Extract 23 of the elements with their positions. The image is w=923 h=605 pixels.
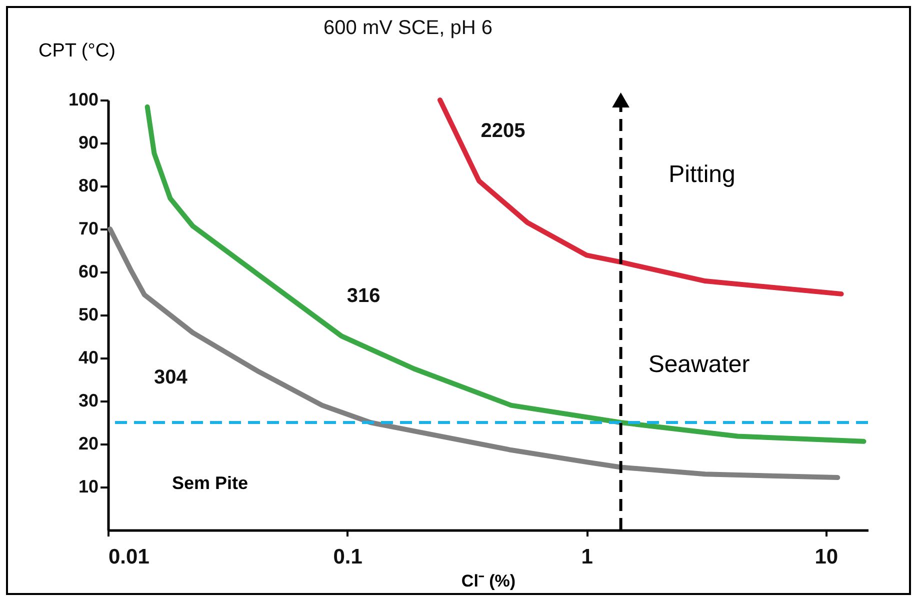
- chart-title: 600 mV SCE, pH 6: [324, 17, 492, 39]
- x-tick-label: 10: [814, 546, 838, 568]
- y-axis-title: CPT (°C): [38, 40, 116, 62]
- y-tick-label: 50: [78, 304, 98, 324]
- y-tick-label: 20: [78, 434, 98, 454]
- x-axis-title: Cl⁻ (%): [461, 572, 516, 590]
- y-tick-label: 80: [78, 176, 98, 196]
- series-label: 316: [346, 285, 380, 308]
- series-label: 304: [154, 366, 188, 389]
- x-tick-label: 0.01: [108, 546, 150, 568]
- x-tick-label: 0.1: [333, 546, 363, 568]
- y-tick-label: 100: [68, 90, 98, 110]
- annotation: Pitting: [668, 161, 736, 188]
- annotation: Seawater: [648, 351, 750, 378]
- series-label: 2205: [480, 120, 526, 142]
- x-tick-label: 1: [581, 546, 594, 568]
- y-tick-label: 70: [78, 218, 98, 238]
- annotation: Sem Pite: [172, 473, 248, 493]
- y-tick-label: 10: [78, 476, 98, 496]
- y-tick-label: 30: [78, 390, 98, 410]
- y-tick-label: 60: [78, 262, 98, 282]
- y-tick-label: 90: [78, 132, 98, 152]
- y-tick-label: 40: [78, 348, 98, 368]
